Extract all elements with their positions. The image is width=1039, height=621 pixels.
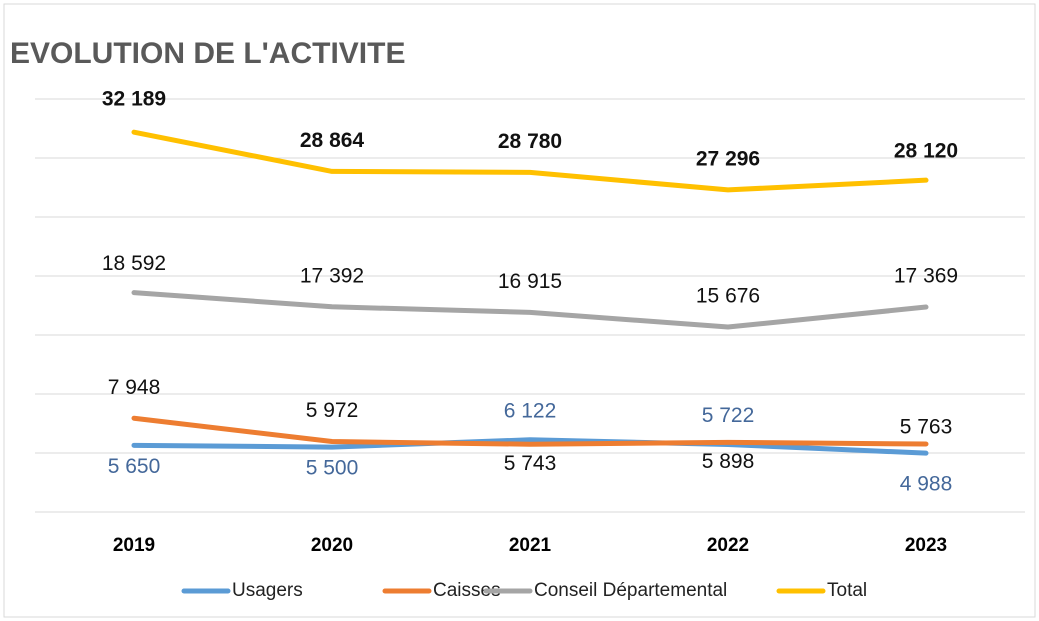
data-label: 5 972: [306, 399, 359, 422]
legend-label: Usagers: [232, 580, 303, 601]
legend-label: Conseil Départemental: [534, 580, 727, 601]
x-tick-label: 2021: [509, 535, 552, 556]
data-label: 28 120: [894, 140, 958, 163]
chart-title: EVOLUTION DE L'ACTIVITE: [10, 37, 405, 70]
legend-label: Caisses: [433, 580, 501, 601]
data-label: 16 915: [498, 270, 562, 293]
data-label: 5 500: [306, 457, 359, 480]
data-label: 15 676: [696, 285, 760, 308]
series-line: [131, 290, 929, 330]
legend-label: Total: [827, 580, 867, 601]
data-label: 5 650: [108, 455, 161, 478]
x-tick-label: 2020: [311, 535, 353, 556]
data-label: 5 898: [702, 450, 755, 473]
data-label: 5 743: [504, 452, 557, 475]
series-line: [131, 415, 929, 447]
data-label: 4 988: [900, 473, 953, 496]
data-label: 28 780: [498, 130, 562, 153]
x-tick-label: 2019: [113, 535, 155, 556]
data-label: 5 763: [900, 416, 953, 439]
data-label: 32 189: [102, 88, 166, 111]
series-line: [131, 437, 929, 456]
data-label: 28 864: [300, 129, 365, 152]
series-line: [131, 129, 929, 193]
data-label: 17 392: [300, 264, 364, 287]
data-label: 5 722: [702, 404, 755, 427]
data-label: 17 369: [894, 265, 958, 288]
data-label: 27 296: [696, 147, 760, 170]
data-label: 7 948: [108, 376, 161, 399]
x-tick-label: 2022: [707, 535, 749, 556]
data-label: 6 122: [504, 399, 557, 422]
data-label: 18 592: [102, 252, 166, 275]
x-tick-label: 2023: [905, 535, 947, 556]
